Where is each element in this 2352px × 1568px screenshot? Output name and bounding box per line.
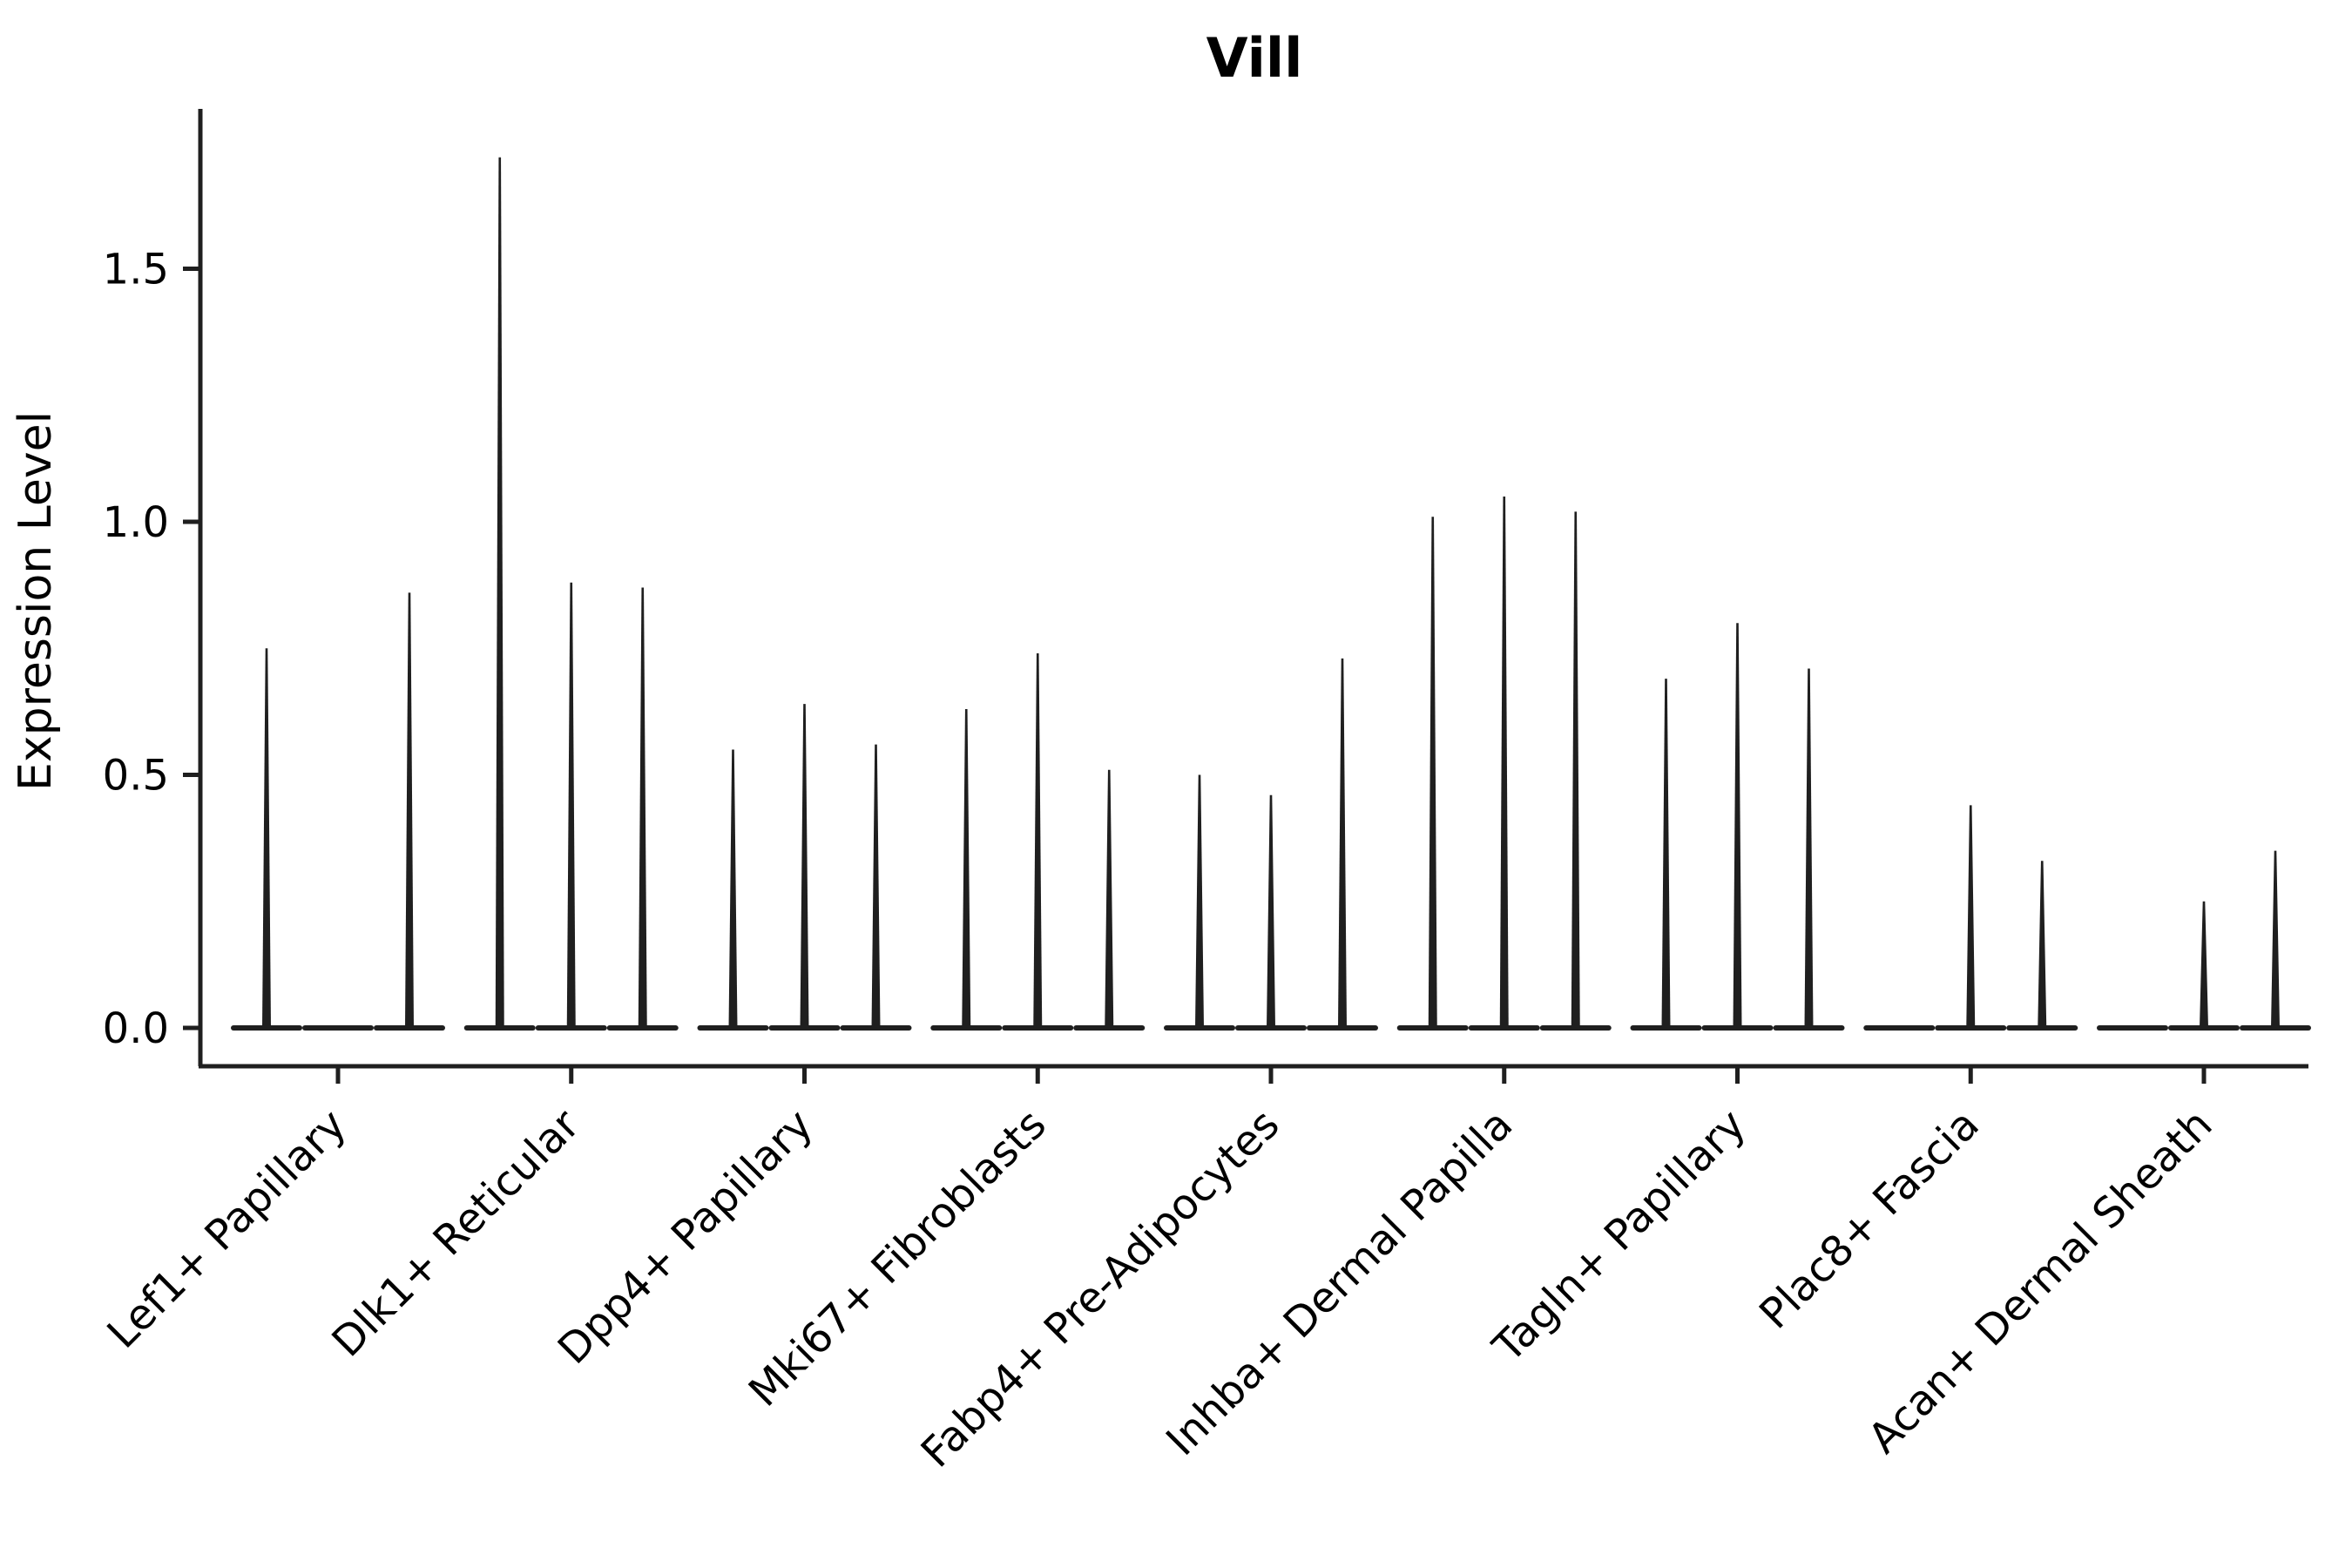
y-tick-label: 0.0 — [103, 1004, 169, 1053]
y-axis-label: Expression Level — [10, 411, 62, 791]
violin-spike — [800, 704, 809, 1028]
violin-spike — [638, 587, 647, 1028]
violin-spike — [1428, 517, 1437, 1028]
x-tick-label: Plac8+ Fascia — [1750, 1100, 1989, 1339]
x-tick-label: Dpp4+ Papillary — [549, 1100, 822, 1374]
violin-body — [302, 1025, 374, 1031]
violin-spike — [566, 582, 576, 1028]
violin-spike — [1661, 679, 1671, 1028]
violin-spike — [1105, 769, 1114, 1028]
violin-spike — [495, 157, 504, 1028]
violin-spike — [1733, 623, 1742, 1028]
x-tick-label: Tagln+ Papillary — [1484, 1100, 1755, 1372]
violin-spike — [1966, 805, 1976, 1028]
violin-body — [1863, 1025, 1936, 1031]
y-tick-label: 0.5 — [103, 752, 169, 801]
violin-spike — [405, 592, 414, 1028]
violin-body — [2097, 1025, 2168, 1031]
violin-spike — [2038, 861, 2047, 1028]
violin-spike — [1571, 511, 1580, 1028]
violin-spike — [1804, 668, 1814, 1028]
x-tick-label: Dlk1+ Reticular — [323, 1100, 590, 1367]
violin-spike — [262, 648, 271, 1028]
violin-spike — [728, 749, 738, 1028]
violin-spike — [1338, 658, 1347, 1028]
y-tick-label: 1.0 — [103, 498, 169, 547]
violin-spike — [1195, 774, 1204, 1028]
violin-spike — [871, 744, 881, 1028]
x-tick-label: Lef1+ Papillary — [98, 1100, 356, 1358]
violin-spike — [1033, 653, 1043, 1028]
violins-layer — [231, 157, 2311, 1031]
violin-spike — [2271, 850, 2280, 1028]
violin-spike — [2200, 901, 2208, 1028]
y-tick-label: 1.5 — [103, 246, 169, 294]
violin-spike — [1499, 496, 1509, 1028]
chart-title: Vill — [1206, 26, 1303, 90]
violin-spike — [962, 708, 971, 1028]
violin-spike — [1267, 794, 1275, 1028]
